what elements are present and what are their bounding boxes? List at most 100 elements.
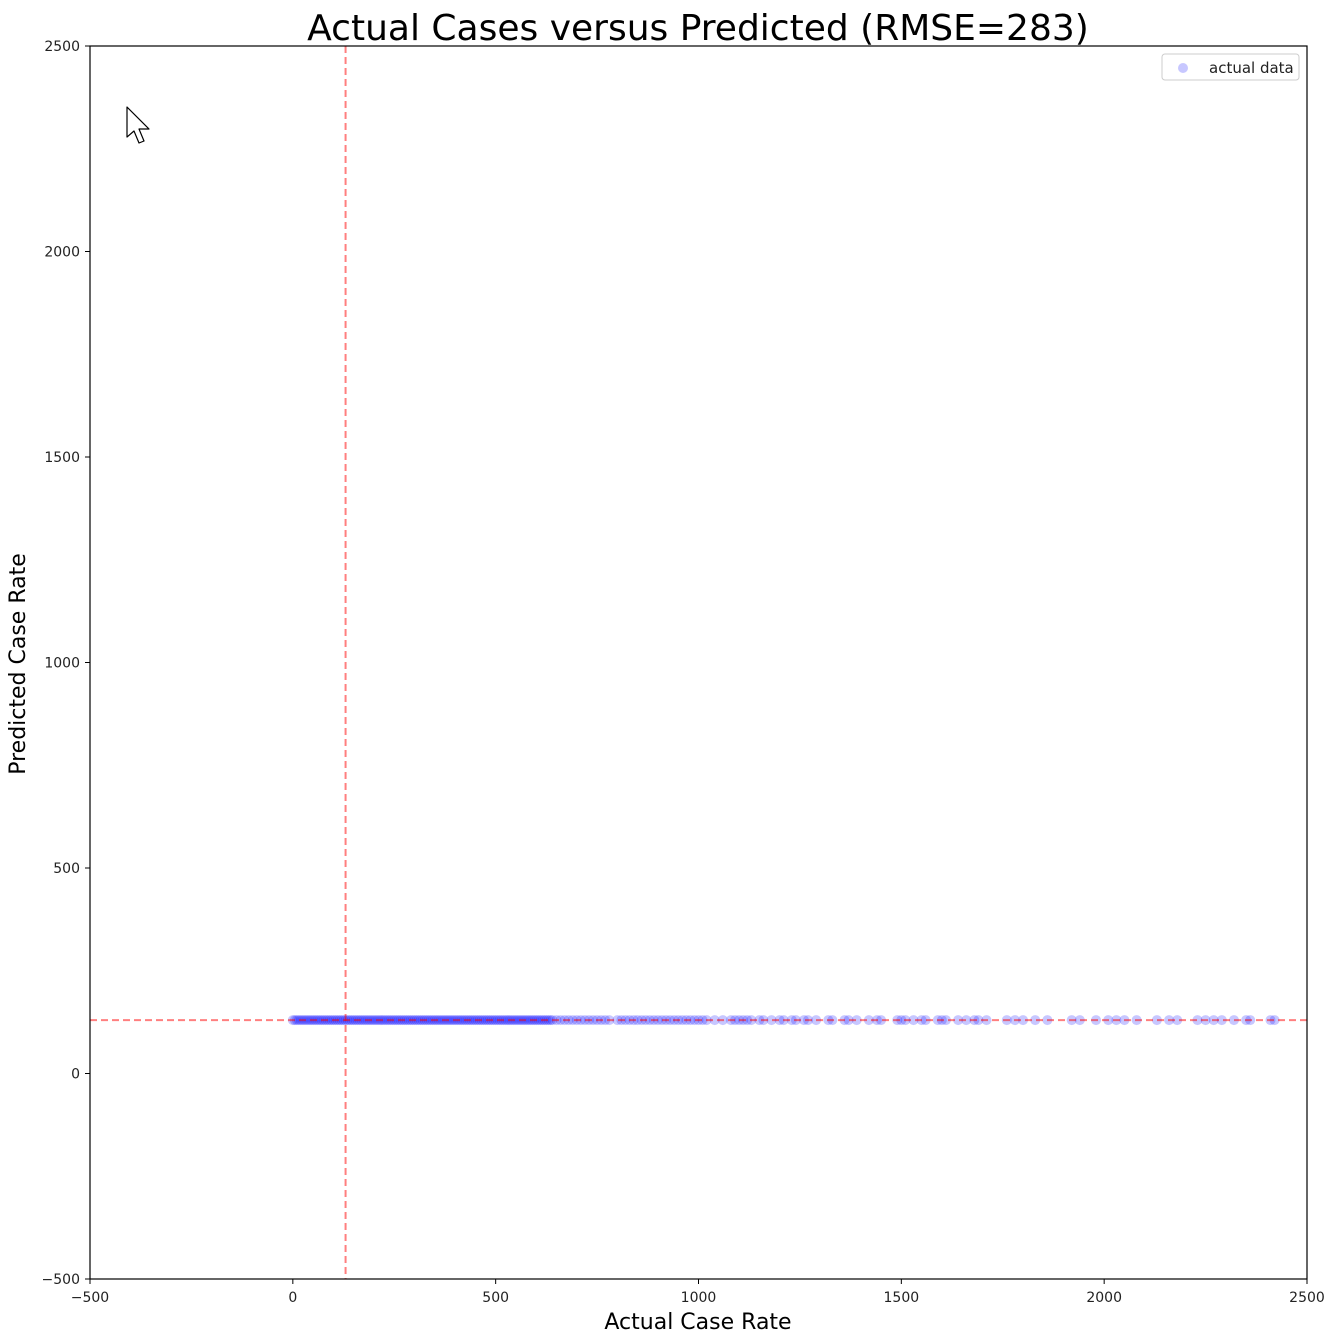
- data-point: [766, 1015, 777, 1026]
- legend: actual data: [1161, 53, 1300, 81]
- data-point: [488, 1015, 499, 1026]
- data-point: [656, 1015, 667, 1026]
- data-point: [468, 1015, 479, 1026]
- data-point: [535, 1015, 546, 1026]
- y-tick-label: 0: [71, 1067, 80, 1083]
- data-point: [368, 1015, 379, 1026]
- data-point: [401, 1015, 412, 1026]
- data-point: [555, 1015, 566, 1026]
- data-point: [940, 1015, 951, 1026]
- data-point: [1216, 1015, 1227, 1026]
- data-point: [851, 1015, 862, 1026]
- legend-label: actual data: [1209, 59, 1294, 77]
- data-point: [709, 1015, 720, 1026]
- data-point: [458, 1015, 469, 1026]
- data-point: [1030, 1015, 1041, 1026]
- data-point: [456, 1015, 467, 1026]
- data-point: [348, 1015, 359, 1026]
- reference-lines: [90, 46, 1307, 1279]
- data-point: [632, 1015, 643, 1026]
- data-point: [579, 1015, 590, 1026]
- data-point: [312, 1015, 323, 1026]
- data-point: [533, 1015, 544, 1026]
- data-point: [843, 1015, 854, 1026]
- cursor-icon: [126, 106, 150, 144]
- chart-title: Actual Cases versus Predicted (RMSE=283): [307, 8, 1089, 49]
- data-point: [358, 1015, 369, 1026]
- x-tick-label: 2000: [1086, 1290, 1122, 1306]
- data-point: [786, 1015, 797, 1026]
- data-point: [1151, 1015, 1162, 1026]
- data-point: [896, 1015, 907, 1026]
- y-axis-label: Predicted Case Rate: [6, 553, 31, 775]
- data-point: [391, 1015, 402, 1026]
- data-point: [336, 1015, 347, 1026]
- data-point: [490, 1015, 501, 1026]
- y-axis-ticks: −500 0 500 1000 1500 2000 2500: [42, 39, 90, 1288]
- data-point: [730, 1015, 741, 1026]
- x-tick-label: 1500: [884, 1290, 920, 1306]
- data-point: [1228, 1015, 1239, 1026]
- data-point: [689, 1015, 700, 1026]
- data-point: [356, 1015, 367, 1026]
- data-point: [379, 1015, 390, 1026]
- data-point: [677, 1015, 688, 1026]
- data-point: [1192, 1015, 1203, 1026]
- x-tick-label: 2500: [1289, 1290, 1325, 1306]
- data-point: [1074, 1015, 1085, 1026]
- data-point: [908, 1015, 919, 1026]
- plot-frame: [89, 45, 1308, 1280]
- data-point: [466, 1015, 477, 1026]
- data-point: [1269, 1015, 1280, 1026]
- data-point: [876, 1015, 887, 1026]
- y-tick-label: 2000: [44, 245, 80, 261]
- y-tick-label: 500: [53, 861, 80, 877]
- legend-marker: [1178, 63, 1188, 73]
- data-point: [798, 1015, 809, 1026]
- data-point: [502, 1015, 513, 1026]
- data-point: [500, 1015, 511, 1026]
- data-point: [346, 1015, 357, 1026]
- data-point: [567, 1015, 578, 1026]
- data-point: [512, 1015, 523, 1026]
- data-point: [446, 1015, 457, 1026]
- data-point: [644, 1015, 655, 1026]
- data-point: [510, 1015, 521, 1026]
- data-point: [304, 1015, 315, 1026]
- data-point: [293, 1015, 304, 1026]
- data-point: [523, 1015, 534, 1026]
- data-point: [403, 1015, 414, 1026]
- data-point: [612, 1015, 623, 1026]
- x-tick-label: 1000: [681, 1290, 717, 1306]
- data-point: [302, 1015, 313, 1026]
- data-point: [480, 1015, 491, 1026]
- data-point: [588, 1015, 599, 1026]
- data-point: [389, 1015, 400, 1026]
- data-point: [600, 1015, 611, 1026]
- data-point: [435, 1015, 446, 1026]
- x-tick-label: 500: [482, 1290, 509, 1306]
- data-point: [543, 1015, 554, 1026]
- data-point: [953, 1015, 964, 1026]
- data-point: [444, 1015, 455, 1026]
- data-point: [314, 1015, 325, 1026]
- data-point: [665, 1015, 676, 1026]
- data-point: [381, 1015, 392, 1026]
- data-point: [1018, 1015, 1029, 1026]
- data-point: [326, 1015, 337, 1026]
- data-point: [863, 1015, 874, 1026]
- data-point: [1172, 1015, 1183, 1026]
- data-point: [324, 1015, 335, 1026]
- y-tick-label: 1500: [44, 450, 80, 466]
- data-point: [961, 1015, 972, 1026]
- data-point: [478, 1015, 489, 1026]
- data-point: [413, 1015, 424, 1026]
- x-axis-label: Actual Case Rate: [604, 1310, 791, 1335]
- data-point: [754, 1015, 765, 1026]
- data-point: [334, 1015, 345, 1026]
- data-point: [433, 1015, 444, 1026]
- data-point: [920, 1015, 931, 1026]
- y-tick-label: 2500: [44, 39, 80, 55]
- y-tick-label: 1000: [44, 656, 80, 672]
